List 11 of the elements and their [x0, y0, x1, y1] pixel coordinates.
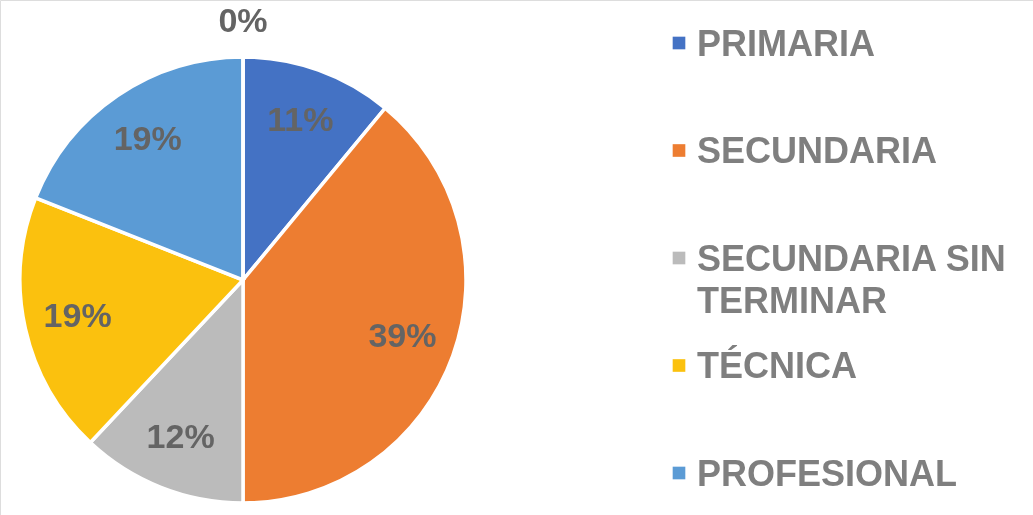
data-label: 12%: [146, 416, 215, 455]
data-label: 11%: [267, 99, 334, 138]
data-label: 19%: [113, 118, 182, 157]
text: 0%: [218, 1, 268, 39]
legend-label: PROFESIONAL: [697, 452, 958, 494]
legend-label: TÉCNICA: [697, 345, 857, 387]
legend-label: PRIMARIA: [697, 22, 875, 64]
legend-label: SECUNDARIA SIN TERMINAR: [697, 237, 1006, 321]
legend-label: SECUNDARIA: [697, 130, 938, 172]
data-label: 39%: [368, 316, 437, 355]
data-label: 19%: [43, 295, 112, 334]
